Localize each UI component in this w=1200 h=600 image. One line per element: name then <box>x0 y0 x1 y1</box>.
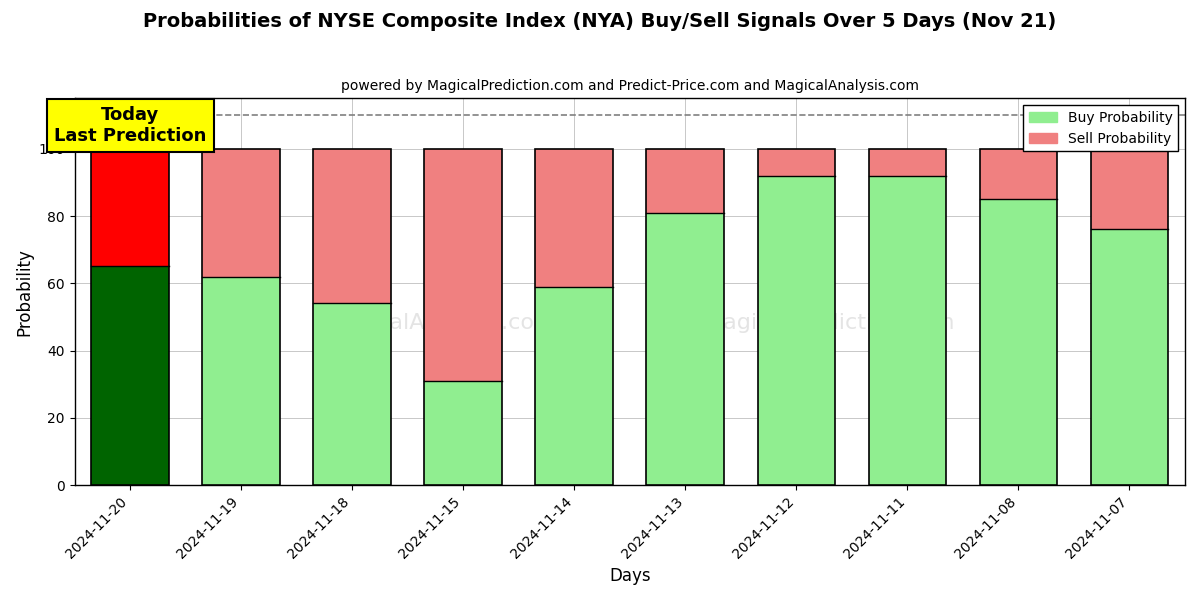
Bar <box>535 287 613 485</box>
Bar <box>647 149 725 485</box>
Bar <box>979 149 1057 485</box>
Bar <box>757 149 835 176</box>
Bar <box>1091 229 1169 485</box>
Bar <box>757 176 835 485</box>
Bar <box>647 212 725 485</box>
Bar <box>313 149 391 485</box>
Bar <box>203 277 280 485</box>
Bar <box>425 149 502 381</box>
Bar <box>647 149 725 212</box>
Bar <box>313 304 391 485</box>
Bar <box>425 149 502 485</box>
Bar <box>1091 149 1169 229</box>
Text: Probabilities of NYSE Composite Index (NYA) Buy/Sell Signals Over 5 Days (Nov 21: Probabilities of NYSE Composite Index (N… <box>143 12 1057 31</box>
Bar <box>1091 149 1169 485</box>
Bar <box>869 149 947 485</box>
Y-axis label: Probability: Probability <box>16 248 34 335</box>
Legend: Buy Probability, Sell Probability: Buy Probability, Sell Probability <box>1024 105 1178 151</box>
Bar <box>869 149 947 176</box>
Bar <box>313 149 391 304</box>
Text: MagicalPrediction.com: MagicalPrediction.com <box>704 313 955 332</box>
Title: powered by MagicalPrediction.com and Predict-Price.com and MagicalAnalysis.com: powered by MagicalPrediction.com and Pre… <box>341 79 919 93</box>
Bar <box>203 149 280 277</box>
Bar <box>979 149 1057 199</box>
Bar <box>425 381 502 485</box>
Bar <box>91 149 169 485</box>
Text: MagicalAnalysis.com: MagicalAnalysis.com <box>325 313 557 332</box>
Bar <box>979 199 1057 485</box>
Bar <box>757 149 835 485</box>
Bar <box>91 266 169 485</box>
Bar <box>535 149 613 287</box>
Text: Today
Last Prediction: Today Last Prediction <box>54 106 206 145</box>
Bar <box>91 149 169 266</box>
Bar <box>535 149 613 485</box>
Bar <box>203 149 280 485</box>
X-axis label: Days: Days <box>610 567 650 585</box>
Bar <box>869 176 947 485</box>
